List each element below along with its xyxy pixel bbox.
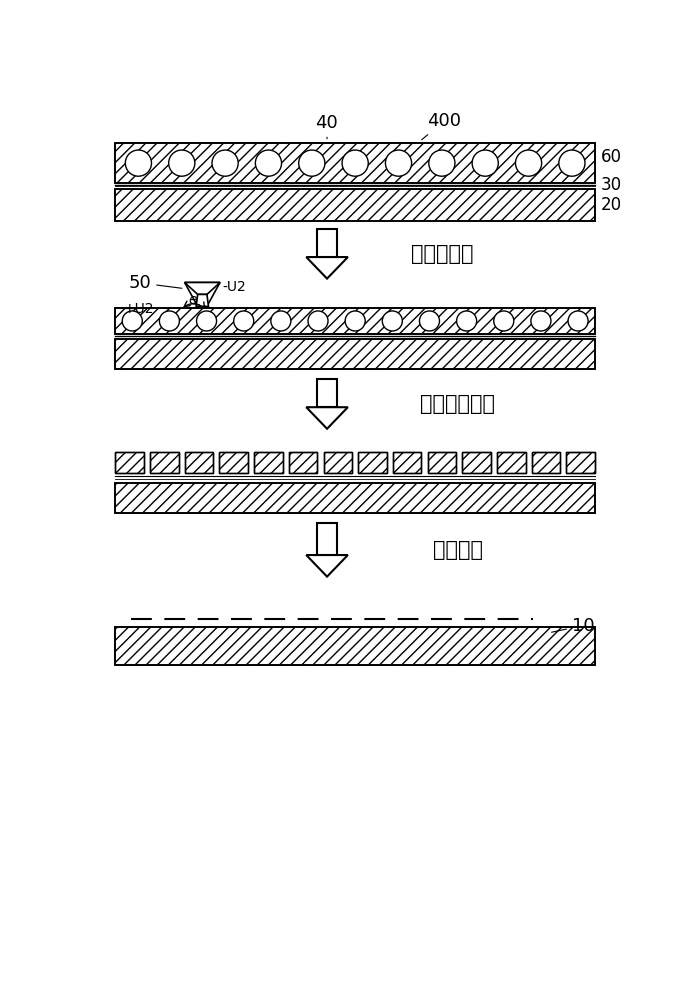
- Circle shape: [212, 150, 238, 176]
- Bar: [324, 452, 352, 473]
- Bar: [115, 627, 595, 665]
- Circle shape: [345, 311, 365, 331]
- Bar: [393, 452, 421, 473]
- Circle shape: [122, 311, 142, 331]
- Text: 50: 50: [128, 274, 182, 292]
- Bar: [115, 189, 595, 221]
- Circle shape: [271, 311, 291, 331]
- Bar: [115, 308, 595, 334]
- Bar: [317, 523, 337, 555]
- Circle shape: [429, 150, 455, 176]
- Circle shape: [255, 150, 281, 176]
- Bar: [428, 452, 456, 473]
- Bar: [324, 452, 352, 473]
- Bar: [358, 452, 387, 473]
- Bar: [254, 452, 283, 473]
- Bar: [185, 452, 213, 473]
- Bar: [497, 452, 525, 473]
- Circle shape: [385, 150, 412, 176]
- Bar: [115, 483, 595, 513]
- Polygon shape: [306, 257, 348, 279]
- Bar: [115, 189, 595, 221]
- Bar: [289, 452, 317, 473]
- Bar: [115, 143, 595, 183]
- Circle shape: [472, 150, 498, 176]
- Bar: [115, 483, 595, 513]
- Bar: [115, 452, 144, 473]
- Polygon shape: [306, 555, 348, 577]
- Polygon shape: [184, 282, 220, 294]
- Circle shape: [516, 150, 542, 176]
- Bar: [254, 452, 283, 473]
- Text: 电子束轰击: 电子束轰击: [412, 244, 474, 264]
- Text: 超声处理: 超声处理: [433, 540, 483, 560]
- Text: 30: 30: [602, 176, 622, 194]
- Bar: [115, 627, 595, 665]
- Bar: [220, 452, 248, 473]
- Circle shape: [308, 311, 328, 331]
- Circle shape: [531, 311, 551, 331]
- Bar: [532, 452, 561, 473]
- Bar: [358, 452, 387, 473]
- Circle shape: [299, 150, 325, 176]
- Text: +U2: +U2: [123, 302, 154, 316]
- Bar: [150, 452, 179, 473]
- Polygon shape: [184, 282, 220, 306]
- Circle shape: [559, 150, 585, 176]
- Bar: [220, 452, 248, 473]
- Circle shape: [457, 311, 477, 331]
- Circle shape: [342, 150, 368, 176]
- Polygon shape: [196, 294, 209, 306]
- Text: -U2: -U2: [222, 280, 246, 294]
- Bar: [497, 452, 525, 473]
- Circle shape: [197, 311, 216, 331]
- Bar: [115, 143, 595, 183]
- Text: 40: 40: [315, 114, 338, 139]
- Bar: [115, 452, 144, 473]
- Bar: [289, 452, 317, 473]
- Bar: [185, 452, 213, 473]
- Circle shape: [568, 311, 588, 331]
- Polygon shape: [306, 407, 348, 429]
- Text: 60: 60: [602, 148, 622, 166]
- Bar: [566, 452, 595, 473]
- Text: 400: 400: [421, 112, 461, 140]
- Bar: [115, 308, 595, 334]
- Bar: [566, 452, 595, 473]
- Bar: [150, 452, 179, 473]
- Bar: [317, 379, 337, 407]
- Circle shape: [159, 311, 179, 331]
- Bar: [428, 452, 456, 473]
- Circle shape: [125, 150, 152, 176]
- Circle shape: [383, 311, 403, 331]
- Bar: [532, 452, 561, 473]
- Text: 反应离子刻蚀: 反应离子刻蚀: [421, 394, 495, 414]
- Text: e: e: [188, 293, 197, 307]
- Bar: [115, 339, 595, 369]
- Circle shape: [168, 150, 195, 176]
- Text: 20: 20: [602, 196, 622, 214]
- Bar: [462, 452, 491, 473]
- Circle shape: [493, 311, 514, 331]
- Bar: [462, 452, 491, 473]
- Bar: [317, 229, 337, 257]
- Circle shape: [419, 311, 439, 331]
- Text: 10: 10: [552, 617, 595, 635]
- Bar: [393, 452, 421, 473]
- Bar: [115, 339, 595, 369]
- Circle shape: [234, 311, 254, 331]
